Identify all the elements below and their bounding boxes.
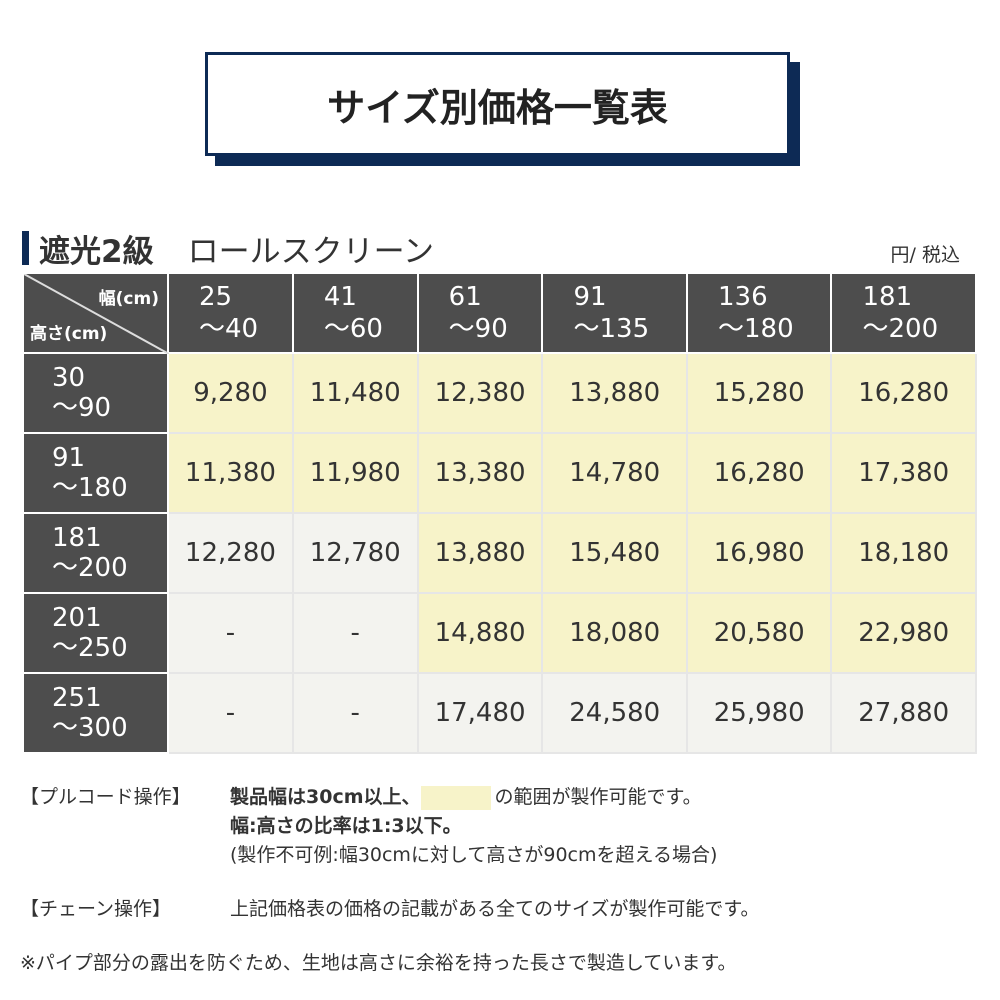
height-header: 181 ～200 [22, 512, 169, 594]
corner-cell: 幅(cm) 高さ(cm) [22, 272, 169, 354]
price-cell: - [167, 592, 294, 674]
price-cell: 18,080 [541, 592, 688, 674]
width-axis-label: 幅(cm) [98, 289, 159, 309]
price-cell: 12,280 [167, 512, 294, 594]
price-cell: 16,280 [685, 432, 833, 514]
width-header: 41 ～60 [291, 272, 419, 354]
pull-note-1a: 製品幅は30cm以上、 [230, 786, 421, 808]
table-row: 251 ～300- -17,480 24,580 25,980 27,880 [22, 672, 977, 754]
height-to: ～200 [52, 553, 128, 583]
height-header: 201 ～250 [22, 592, 169, 674]
price-cell: 18,180 [830, 512, 977, 594]
price-cell: 25,980 [685, 672, 833, 754]
width-header: 25 ～40 [167, 272, 294, 354]
price-cell: 9,280 [167, 352, 294, 434]
height-to: ～180 [52, 473, 128, 503]
table-row: 181 ～200 12,280 12,780 13,880 15,480 16,980 18,… [22, 512, 977, 594]
price-cell: 13,880 [416, 512, 544, 594]
price-cell: 11,480 [291, 352, 419, 434]
price-cell: 17,480 [416, 672, 544, 754]
height-from: 30 [52, 363, 86, 393]
width-header: 136 ～180 [685, 272, 833, 354]
price-cell: 11,380 [167, 432, 294, 514]
width-from: 136 [717, 282, 768, 312]
price-cell: - [167, 672, 294, 754]
table-row: 201 ～250- -14,880 18,080 20,580 22,980 [22, 592, 977, 674]
width-header: 181 ～200 [830, 272, 977, 354]
available-swatch [420, 785, 491, 810]
height-to: ～300 [52, 713, 128, 743]
width-to: ～180 [717, 314, 794, 344]
price-cell: 14,780 [541, 432, 688, 514]
page-title: サイズ別価格一覧表 [205, 52, 790, 156]
price-cell: 20,580 [685, 592, 833, 674]
height-header: 91 ～180 [22, 432, 169, 514]
price-cell: 13,880 [541, 352, 688, 434]
price-cell: 12,780 [291, 512, 419, 594]
section-heading: 遮光2級 ロールスクリーン [22, 228, 435, 270]
price-cell: 16,280 [830, 352, 977, 434]
price-cell: 17,380 [830, 432, 977, 514]
product-label: ロールスクリーン [187, 233, 435, 270]
pull-note-1: 製品幅は30cm以上、 の範囲が製作可能です。 [230, 782, 702, 810]
height-axis-label: 高さ(cm) [30, 324, 108, 344]
table-row: 91 ～180 11,380 11,980 13,380 14,780 16,280 17,3… [22, 432, 977, 514]
table-row: 30 ～90 9,280 11,480 12,380 13,880 15,280 16,280 [22, 352, 977, 434]
price-cell: 15,480 [541, 512, 688, 594]
height-from: 201 [52, 603, 102, 633]
price-cell: 12,380 [416, 352, 544, 434]
price-cell: 22,980 [830, 592, 977, 674]
height-to: ～90 [52, 393, 112, 423]
price-cell: 16,980 [685, 512, 833, 594]
header-row: 幅(cm) 高さ(cm) 25 ～40 41 ～60 61 ～90 91 ～135 136 ～18… [22, 272, 977, 354]
width-from: 41 [323, 282, 357, 312]
diagonal-line [24, 274, 169, 354]
height-header: 30 ～90 [22, 352, 169, 434]
width-to: ～60 [323, 314, 383, 344]
grade-label: 遮光2級 [39, 233, 154, 270]
pull-note-2: 幅:高さの比率は1:3以下。 [230, 815, 462, 837]
price-cell: - [291, 672, 419, 754]
width-to: ～40 [199, 314, 259, 344]
width-header: 91 ～135 [541, 272, 688, 354]
pull-note-3: (製作不可例:幅30cmに対して高さが90cmを超える場合) [230, 844, 718, 866]
height-to: ～250 [52, 633, 128, 663]
pull-label: 【プルコード操作】 [20, 786, 191, 808]
price-cell: 15,280 [685, 352, 833, 434]
height-header: 251 ～300 [22, 672, 169, 754]
width-to: ～200 [862, 314, 939, 344]
footnote: ※パイプ部分の露出を防ぐため、生地は高さに余裕を持った長さで製造しています。 [20, 952, 737, 974]
price-cell: 13,380 [416, 432, 544, 514]
width-header: 61 ～90 [416, 272, 544, 354]
width-from: 61 [448, 282, 482, 312]
heading-bar [22, 231, 29, 265]
width-from: 25 [199, 282, 233, 312]
price-cell: 14,880 [416, 592, 544, 674]
width-from: 91 [573, 282, 607, 312]
price-cell: 24,580 [541, 672, 688, 754]
height-from: 91 [52, 443, 86, 473]
height-from: 181 [52, 523, 102, 553]
price-cell: - [291, 592, 419, 674]
height-from: 251 [52, 683, 102, 713]
pull-note-1b: の範囲が製作可能です。 [494, 786, 702, 808]
chain-label: 【チェーン操作】 [20, 898, 172, 920]
unit-label: 円/ 税込 [890, 244, 960, 266]
price-table: 幅(cm) 高さ(cm) 25 ～40 41 ～60 61 ～90 91 ～135 136 ～18… [22, 272, 977, 754]
width-to: ～135 [573, 314, 650, 344]
price-cell: 11,980 [291, 432, 419, 514]
price-cell: 27,880 [830, 672, 977, 754]
width-to: ～90 [448, 314, 508, 344]
width-from: 181 [862, 282, 913, 312]
chain-note: 上記価格表の価格の記載がある全てのサイズが製作可能です。 [230, 898, 760, 920]
